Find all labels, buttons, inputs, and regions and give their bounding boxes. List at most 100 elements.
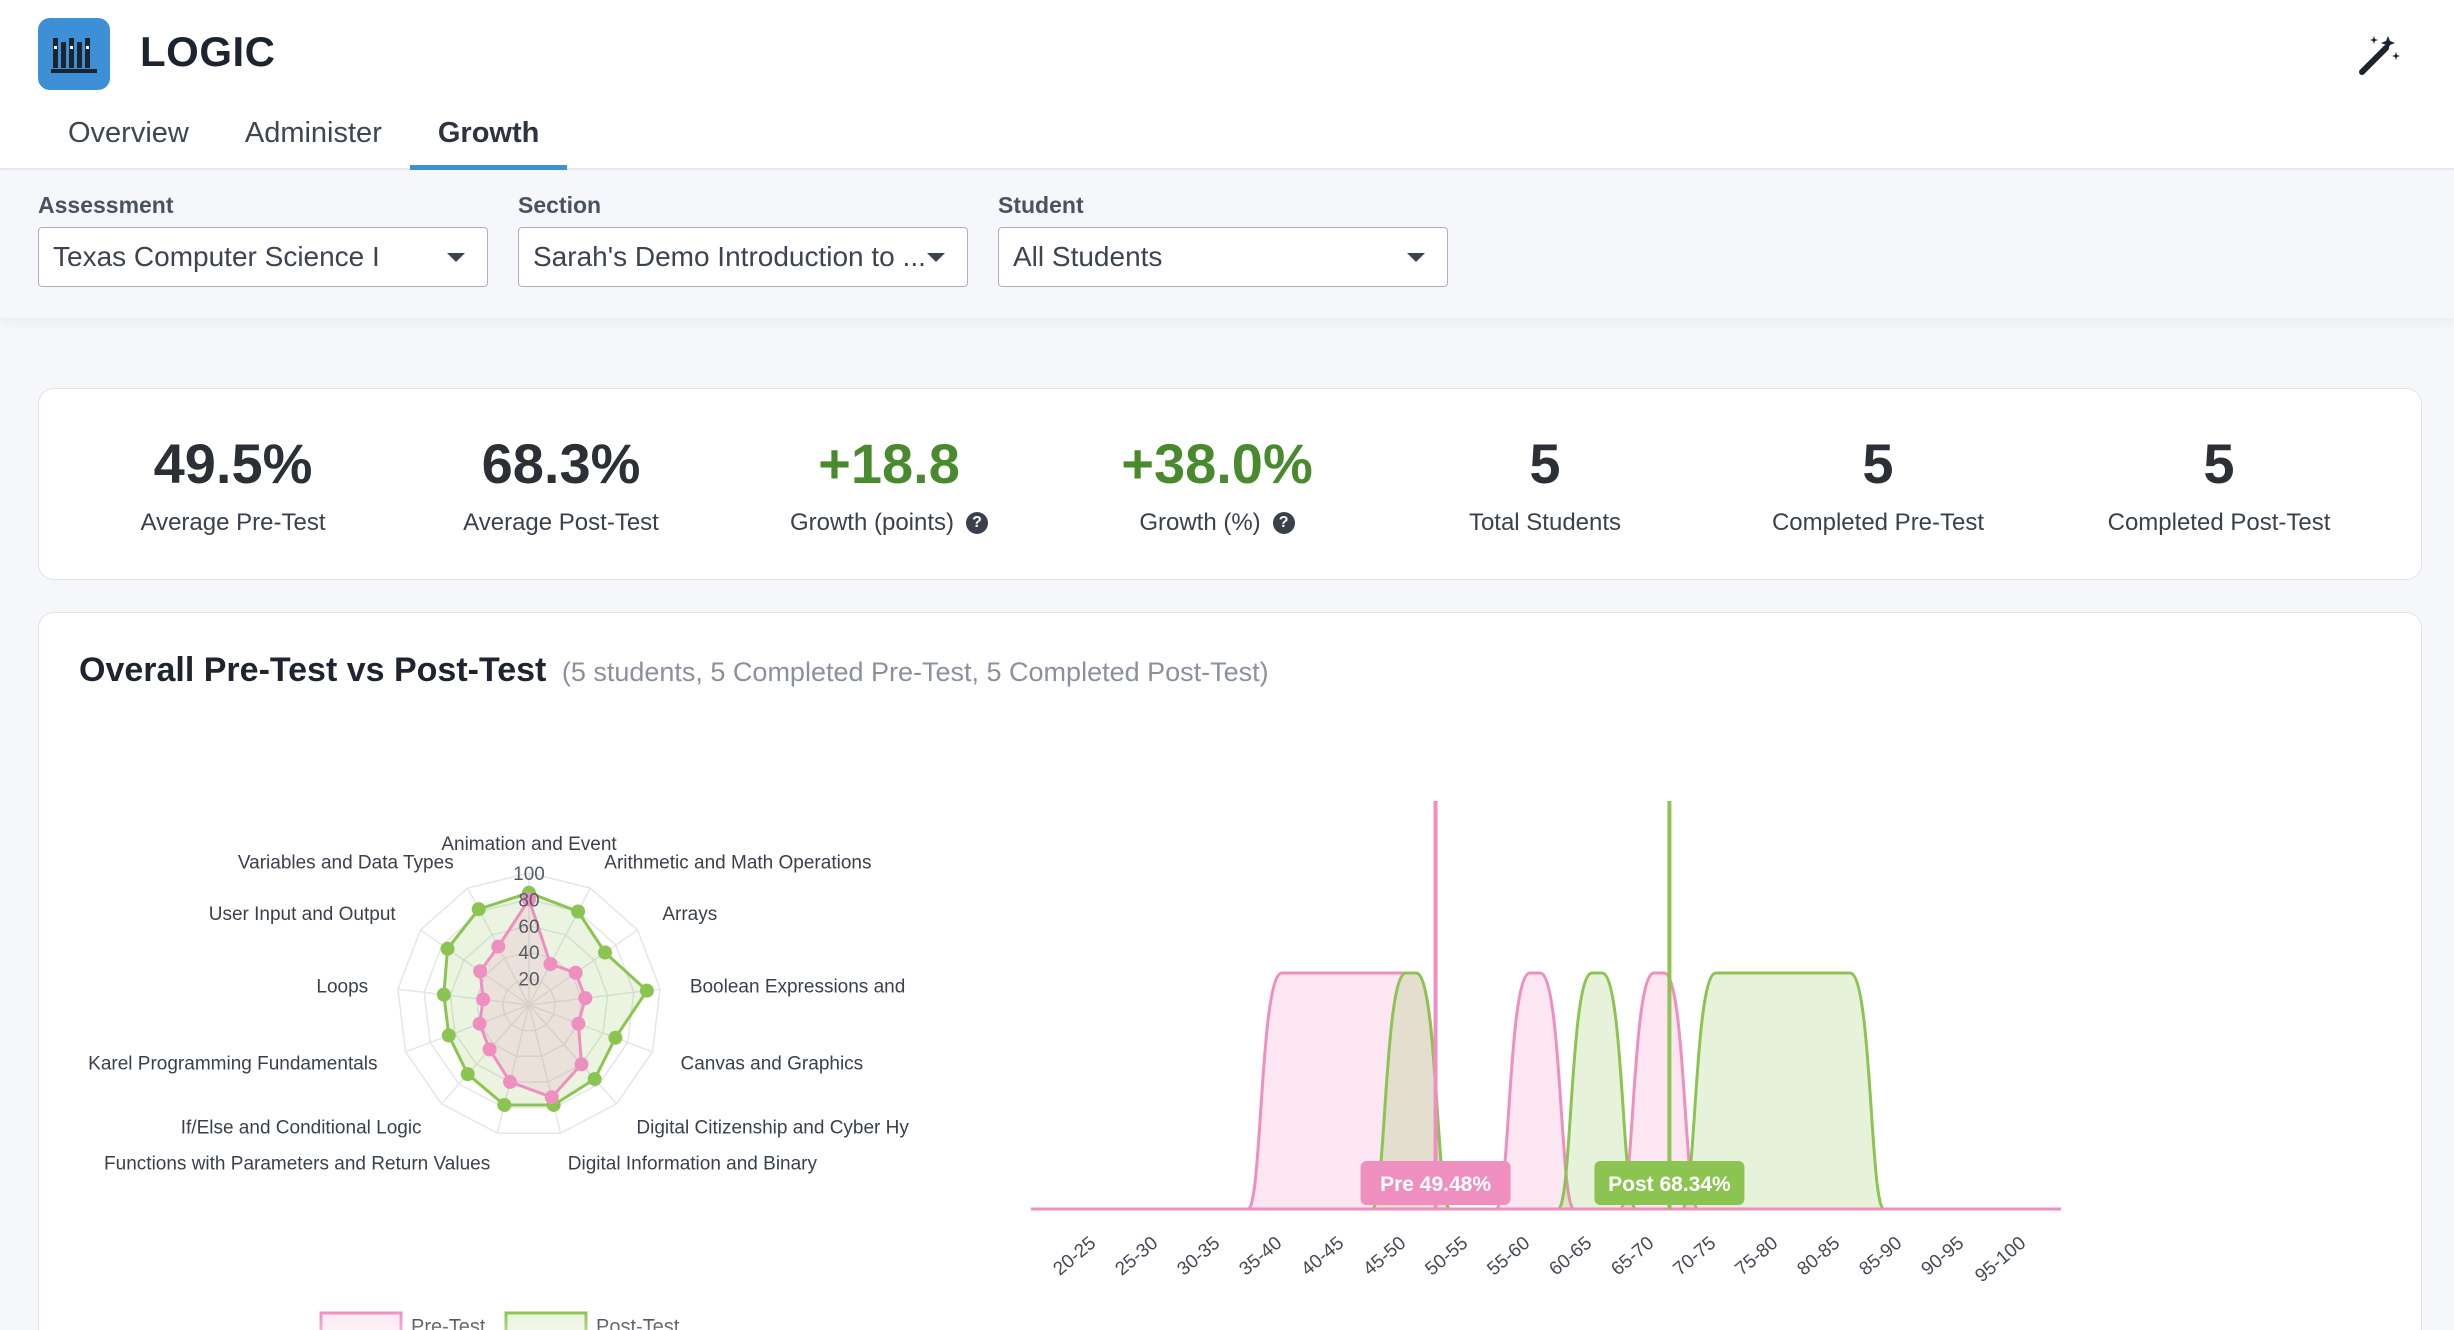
radar-point	[574, 1057, 589, 1072]
radar-tick-label: 40	[518, 943, 539, 964]
radar-axis-label: Loops	[316, 976, 368, 997]
radar-point	[473, 964, 488, 979]
x-tick-label: 55-60	[1483, 1233, 1534, 1280]
app-header: LOGIC Overview Administer Growth	[0, 0, 2454, 170]
radar-spoke	[528, 1004, 618, 1105]
radar-point	[491, 939, 506, 954]
app-title: LOGIC	[140, 28, 276, 75]
radar-axis-label: Functions with Parameters and Return Val…	[104, 1153, 490, 1174]
assessment-value: Texas Computer Science I	[53, 241, 380, 272]
radar-grid-ring	[397, 872, 661, 1134]
legend-swatch	[319, 1311, 403, 1330]
radar-point	[568, 965, 583, 980]
distribution-line	[1031, 971, 2061, 1211]
radar-point	[544, 1090, 559, 1105]
stat-growth-percent: +38.0% Growth (%)?	[1037, 429, 1397, 537]
section-select[interactable]: Sarah's Demo Introduction to ...	[518, 227, 968, 287]
chart-title-main: Overall Pre-Test vs Post-Test	[79, 651, 547, 689]
help-icon[interactable]: ?	[966, 512, 989, 534]
legend-label: Post-Test	[596, 1316, 680, 1330]
radar-point	[441, 1028, 456, 1043]
radar-point	[571, 1016, 586, 1031]
filter-bar: Assessment Texas Computer Science I Sect…	[0, 172, 2454, 318]
radar-point	[639, 983, 654, 998]
student-filter: Student All Students	[998, 192, 1448, 287]
magic-wand-icon[interactable]	[2350, 28, 2406, 84]
radar-axis-label: Arithmetic and Math Operations	[604, 853, 871, 874]
radar-point	[460, 1067, 475, 1082]
chart-title: Overall Pre-Test vs Post-Test (5 student…	[79, 651, 1269, 690]
x-tick-label: 30-35	[1173, 1233, 1224, 1280]
section-filter: Section Sarah's Demo Introduction to ...	[518, 192, 968, 287]
mean-marker-tag	[1360, 1161, 1511, 1205]
legend-label: Pre-Test	[411, 1316, 486, 1330]
radar-point	[522, 892, 536, 907]
radar-grid-ring	[449, 925, 609, 1083]
stat-completed-pre: 5 Completed Pre-Test	[1698, 429, 2058, 537]
assessment-filter: Assessment Texas Computer Science I	[38, 192, 488, 287]
chevron-down-icon	[447, 253, 465, 262]
stat-label: Growth (points)	[789, 509, 955, 536]
x-tick-label: 95-100	[1971, 1233, 2030, 1287]
radar-chart: 20 40 60 80 100 Animation and EventArithmetic…	[88, 834, 909, 1330]
radar-tick-label: 60	[518, 917, 539, 938]
x-tick-label: 20-25	[1049, 1233, 1100, 1280]
stat-label: Average Post-Test	[463, 509, 659, 536]
help-icon[interactable]: ?	[1272, 512, 1295, 534]
chevron-down-icon	[1407, 253, 1425, 262]
stat-avg-pre: 49.5% Average Pre-Test	[53, 429, 413, 537]
stat-label: Growth (%)	[1139, 509, 1261, 536]
radar-spoke	[397, 988, 530, 1006]
chevron-down-icon	[927, 253, 945, 262]
mean-marker-label: Pre 49.48%	[1380, 1173, 1491, 1196]
radar-point	[476, 992, 491, 1007]
chart-card: Overall Pre-Test vs Post-Test (5 student…	[38, 612, 2422, 1330]
books-icon[interactable]	[38, 18, 110, 90]
distribution-area	[1031, 973, 2061, 1209]
stat-label: Total Students	[1468, 509, 1622, 536]
radar-point	[543, 957, 558, 972]
stat-value: 5	[2203, 432, 2235, 495]
distribution-chart: Pre 49.48% Post 68.34% 20-25 25-30 30-35 35-4…	[1031, 801, 2061, 1287]
radar-point	[571, 904, 586, 919]
radar-spoke	[496, 1004, 530, 1134]
radar-axis-label: Variables and Data Types	[238, 853, 454, 874]
x-tick-label: 65-70	[1607, 1233, 1658, 1280]
stat-value: +18.8	[818, 432, 960, 495]
stat-label: Average Pre-Test	[140, 509, 326, 536]
stat-label: Completed Pre-Test	[1771, 509, 1985, 536]
radar-spoke	[528, 929, 639, 1006]
radar-grid-ring	[502, 977, 556, 1032]
radar-tick-label: 100	[513, 864, 545, 885]
nav-tabs: Overview Administer Growth	[40, 108, 567, 170]
assessment-label: Assessment	[38, 192, 174, 218]
mean-marker-label: Post 68.34%	[1608, 1173, 1731, 1196]
radar-axis-label: Karel Programming Fundamentals	[88, 1053, 377, 1074]
legend-swatch	[504, 1311, 588, 1330]
x-tick-label: 75-80	[1731, 1233, 1782, 1280]
stat-value: 5	[1529, 432, 1561, 495]
tab-administer[interactable]: Administer	[244, 117, 382, 149]
x-tick-label: 60-65	[1545, 1233, 1596, 1280]
radar-tick-label: 80	[518, 890, 539, 911]
tab-growth[interactable]: Growth	[409, 108, 568, 170]
radar-point	[471, 902, 486, 917]
stat-label: Completed Post-Test	[2107, 509, 2331, 536]
radar-tick-label: 20	[518, 970, 539, 991]
assessment-select[interactable]: Texas Computer Science I	[38, 227, 488, 287]
radar-spoke	[405, 1004, 530, 1053]
tab-overview[interactable]: Overview	[68, 117, 189, 149]
x-tick-label: 70-75	[1669, 1233, 1720, 1280]
distribution-line	[1031, 971, 2061, 1211]
radar-point	[440, 941, 455, 956]
stat-growth-points: +18.8 Growth (points)?	[709, 429, 1069, 537]
chart-title-subtitle: (5 students, 5 Completed Pre-Test, 5 Com…	[561, 657, 1269, 687]
student-select[interactable]: All Students	[998, 227, 1448, 287]
radar-spoke	[528, 1004, 562, 1134]
radar-point	[482, 1042, 497, 1057]
mean-marker-tag	[1594, 1161, 1745, 1205]
radar-point	[598, 945, 613, 960]
section-value: Sarah's Demo Introduction to ...	[533, 241, 926, 272]
radar-spoke	[528, 988, 661, 1006]
